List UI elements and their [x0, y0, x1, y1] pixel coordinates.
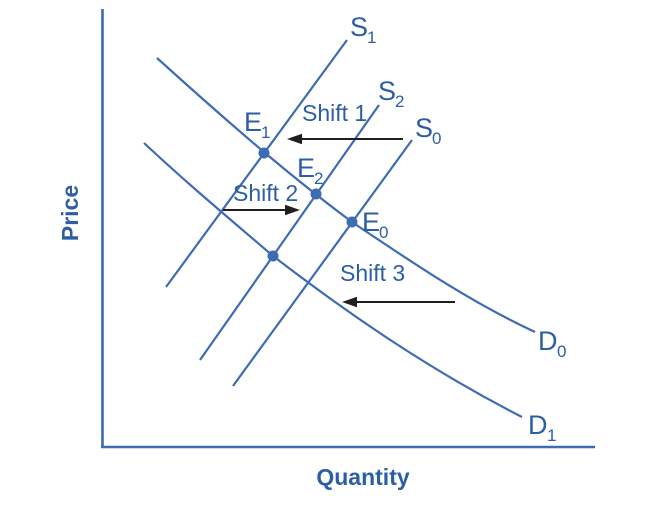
label-d1-subscript: 1 [547, 426, 556, 445]
annotation-shift-1: Shift 1 [302, 100, 367, 126]
shift-1-arrow [287, 133, 403, 145]
label-e2-subscript: 2 [314, 169, 323, 188]
equilibrium-point-unlabeled [267, 250, 279, 262]
label-e1-subscript: 1 [261, 123, 270, 142]
label-e0: E [362, 207, 380, 237]
annotation-shift-3: Shift 3 [340, 260, 405, 286]
label-e2: E [297, 153, 315, 183]
label-s2: S [378, 76, 396, 106]
supply-curve-s0 [232, 139, 413, 387]
equilibrium-point-e1 [258, 147, 270, 159]
equilibrium-point-e2 [310, 188, 322, 200]
equilibrium-point-e0 [346, 216, 358, 228]
demand-curve-d1 [143, 142, 523, 418]
label-s0-subscript: 0 [432, 129, 441, 148]
label-d0: D [538, 326, 558, 356]
label-s2-subscript: 2 [395, 92, 404, 111]
y-axis-label: Price [57, 185, 83, 241]
label-e1: E [244, 107, 262, 137]
shift-2-right-arrowhead-icon [285, 204, 300, 216]
supply-curve-s1 [165, 39, 348, 288]
shift-1-left-arrowhead-icon [287, 133, 302, 145]
label-d0-subscript: 0 [557, 342, 566, 361]
shift-3-left-arrowhead-icon [342, 296, 357, 308]
label-s1-subscript: 1 [367, 28, 376, 47]
annotation-shift-2: Shift 2 [233, 180, 298, 206]
label-d1: D [528, 410, 548, 440]
shift-3-arrow [342, 296, 455, 308]
label-s1: S [350, 12, 368, 42]
x-axis-label: Quantity [316, 464, 409, 490]
label-e0-subscript: 0 [379, 223, 388, 242]
label-s0: S [415, 113, 433, 143]
supply-curve-s2 [199, 104, 380, 361]
shift-2-arrow [223, 204, 300, 216]
